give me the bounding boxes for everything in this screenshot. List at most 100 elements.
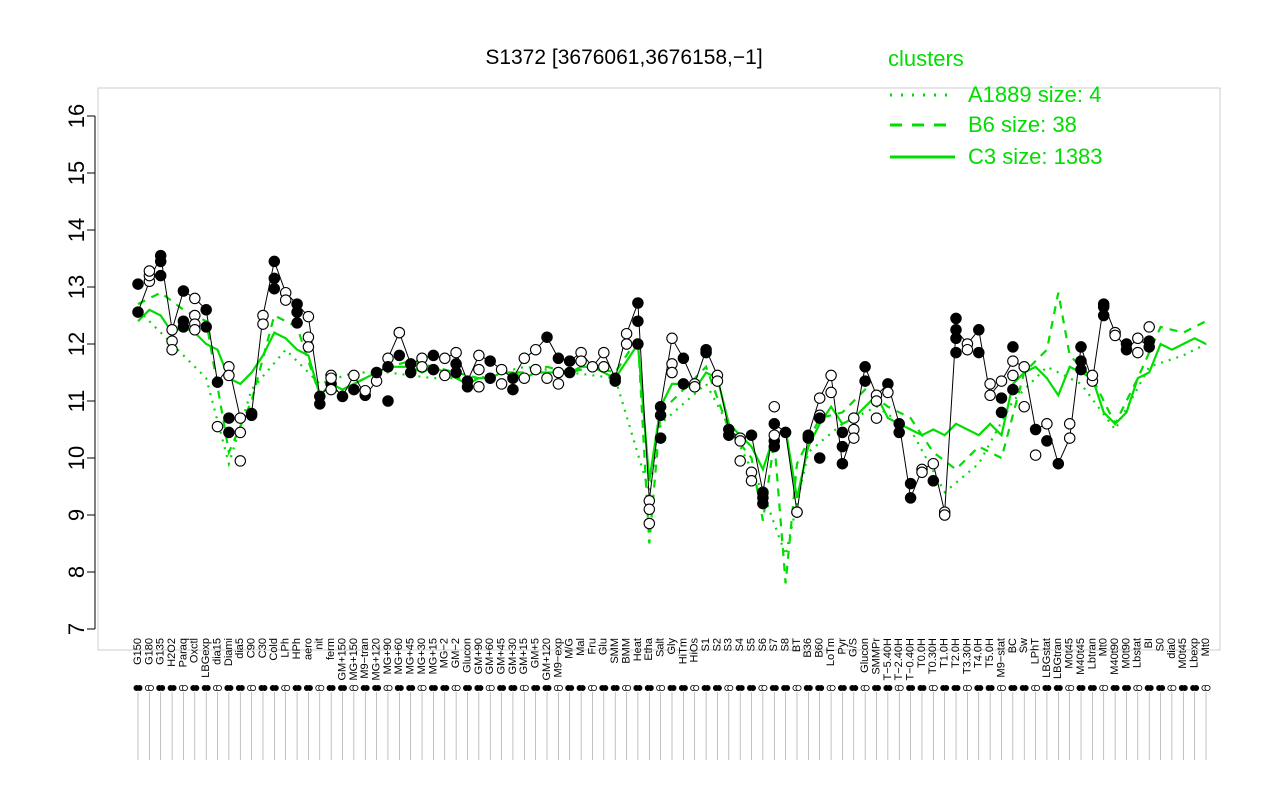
data-point — [314, 398, 326, 410]
x-tick-label: LPh — [280, 638, 292, 658]
data-point — [973, 346, 985, 359]
rug-mark — [250, 685, 257, 692]
rug-mark — [965, 685, 972, 692]
data-point — [336, 390, 349, 403]
data-point — [688, 381, 701, 393]
rug-mark — [170, 685, 177, 692]
x-tick-label: S5 — [745, 638, 757, 651]
x-tick-label: Cold — [268, 638, 280, 661]
data-point — [1052, 457, 1065, 470]
data-point — [586, 361, 599, 373]
x-tick-label: MG+15 — [427, 638, 439, 674]
rug-mark — [1193, 685, 1200, 692]
x-tick-label: Mt0 — [1098, 638, 1110, 656]
data-point — [234, 455, 247, 467]
data-point — [677, 378, 690, 390]
x-tick-label: T4.0H — [973, 638, 985, 668]
x-tick-label: GM+60 — [484, 638, 496, 674]
x-tick-label: MG+120 — [371, 638, 383, 681]
data-point — [461, 381, 474, 393]
x-tick-label: Lbtran — [1086, 638, 1098, 669]
data-point — [302, 341, 315, 353]
data-point — [348, 383, 360, 396]
x-tick-label: M9−exp — [552, 638, 564, 677]
x-tick-label: Mal — [575, 638, 587, 656]
data-point — [779, 426, 792, 439]
rug-mark — [238, 685, 245, 692]
data-point — [632, 315, 644, 327]
rug-mark — [1022, 685, 1029, 692]
data-point — [802, 432, 815, 444]
data-point — [211, 376, 224, 388]
data-point — [370, 366, 383, 379]
data-point — [791, 506, 803, 518]
data-point — [507, 372, 519, 384]
rug-mark — [409, 685, 416, 692]
data-point — [723, 429, 735, 441]
x-axis: G150 G180 G135 H2O2 Paraq Oxctl LBGexp dia15 Dia… — [132, 637, 1212, 760]
data-point — [1143, 335, 1155, 347]
data-point — [836, 440, 849, 453]
data-point — [1132, 346, 1144, 359]
data-point — [1063, 418, 1076, 430]
rug-mark — [375, 685, 382, 692]
data-point — [757, 487, 769, 500]
rug-mark — [727, 685, 734, 692]
data-point — [404, 366, 417, 379]
x-tick-label: M40t45 — [1075, 638, 1087, 675]
data-point — [1063, 432, 1076, 444]
rug-mark — [1170, 685, 1177, 692]
legend-label-b6: B6 size: 38 — [968, 112, 1077, 137]
rug-mark — [534, 685, 541, 692]
data-point — [848, 432, 860, 444]
rug-mark — [386, 685, 393, 692]
x-tick-label: Glucon — [859, 638, 871, 673]
x-tick-label: MG+150 — [348, 638, 360, 681]
data-point — [473, 381, 485, 393]
rug-mark — [1056, 685, 1063, 692]
y-tick-label: 8 — [64, 566, 89, 578]
x-tick-label: LoTm — [825, 638, 837, 666]
rug-mark — [806, 685, 813, 692]
data-point — [563, 366, 576, 379]
data-point — [279, 294, 292, 306]
data-point — [507, 383, 519, 396]
x-tick-label: T−2.40H — [893, 638, 905, 681]
rug-mark — [511, 685, 518, 692]
x-tick-label: G135 — [155, 638, 167, 665]
data-point — [154, 269, 167, 282]
rug-mark — [340, 685, 347, 692]
data-point — [666, 332, 678, 345]
x-tick-label: GM+90 — [473, 638, 485, 674]
x-tick-label: GM+15 — [518, 638, 530, 674]
data-point — [552, 378, 565, 390]
data-point — [734, 435, 746, 447]
data-point — [166, 324, 178, 336]
rug-mark — [522, 685, 529, 692]
x-tick-label: H2O2 — [166, 638, 178, 667]
y-tick-label: 13 — [64, 275, 89, 299]
data-point — [427, 349, 440, 362]
x-tick-label: Oxctl — [189, 638, 201, 663]
x-tick-label: T5.0H — [984, 638, 996, 668]
rug-mark — [863, 685, 870, 692]
rug-mark — [886, 685, 893, 692]
rug-mark — [477, 685, 484, 692]
rug-mark — [738, 685, 745, 692]
data-point — [427, 363, 440, 376]
data-point — [268, 255, 281, 268]
x-tick-label: Fru — [586, 638, 598, 655]
rug-mark — [1034, 685, 1041, 692]
x-tick-label: T1.0H — [939, 638, 951, 668]
rug-mark — [931, 685, 938, 692]
data-point — [768, 418, 781, 430]
x-tick-label: T2.0H — [950, 638, 962, 668]
data-point — [848, 412, 860, 424]
data-point — [177, 321, 190, 333]
data-point — [961, 343, 974, 356]
data-point — [813, 392, 826, 404]
data-point — [1086, 369, 1099, 382]
rug-mark — [1045, 685, 1052, 692]
x-tick-label: MG+60 — [393, 638, 405, 674]
data-point — [620, 338, 633, 350]
